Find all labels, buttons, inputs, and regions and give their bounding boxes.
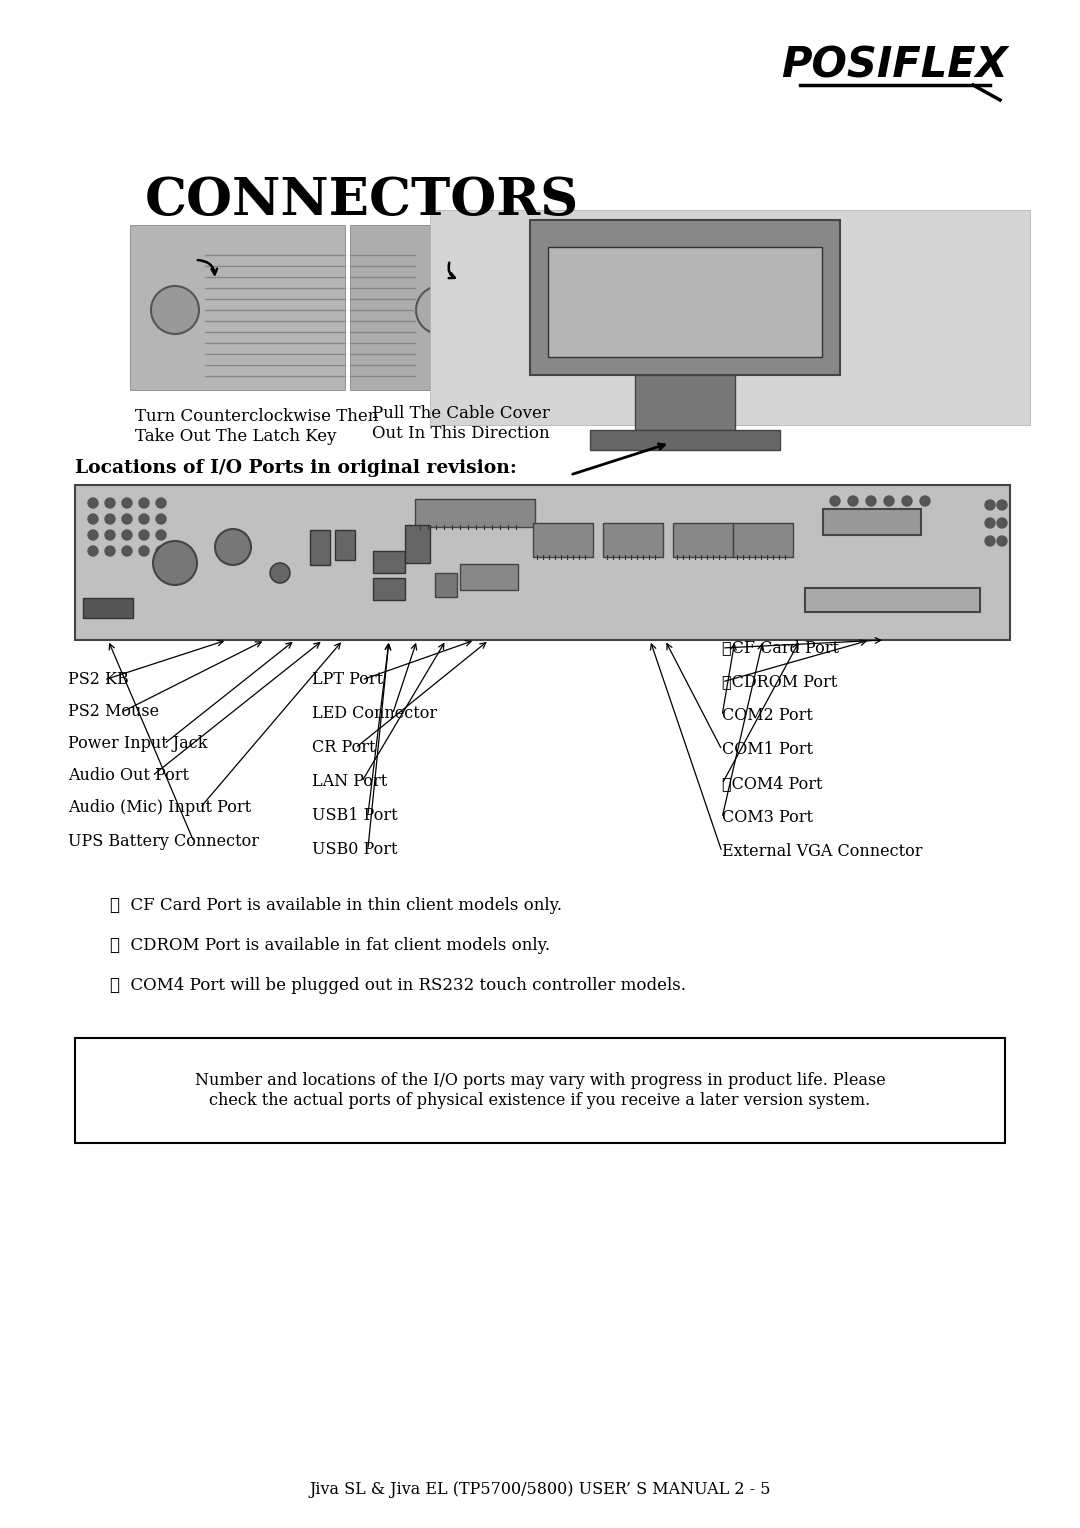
Circle shape <box>87 498 98 507</box>
Circle shape <box>139 545 149 556</box>
Text: LED Connector: LED Connector <box>312 706 437 723</box>
Text: USB0 Port: USB0 Port <box>312 842 397 859</box>
Circle shape <box>139 513 149 524</box>
Text: LPT Port: LPT Port <box>312 671 383 689</box>
Text: Jiva SL & Jiva EL (TP5700/5800) USER’ S MANUAL 2 - 5: Jiva SL & Jiva EL (TP5700/5800) USER’ S … <box>309 1482 771 1499</box>
Bar <box>733 523 793 558</box>
Circle shape <box>885 497 894 506</box>
Text: COM1 Port: COM1 Port <box>723 741 813 758</box>
Circle shape <box>122 545 132 556</box>
Text: Number and locations of the I/O ports may vary with progress in product life. Pl: Number and locations of the I/O ports ma… <box>194 1073 886 1109</box>
Text: CR Port: CR Port <box>312 740 376 756</box>
Text: CONNECTORS: CONNECTORS <box>145 174 579 226</box>
Circle shape <box>122 530 132 539</box>
Text: Power Input Jack: Power Input Jack <box>68 735 207 752</box>
Bar <box>590 429 780 451</box>
Circle shape <box>105 513 114 524</box>
Text: ★COM4 Port: ★COM4 Port <box>723 776 823 793</box>
Text: ★  COM4 Port will be plugged out in RS232 touch controller models.: ★ COM4 Port will be plugged out in RS232… <box>110 976 686 993</box>
Bar <box>130 225 345 390</box>
Text: Pull The Cable Cover
Out In This Direction: Pull The Cable Cover Out In This Directi… <box>372 405 550 442</box>
Bar <box>635 374 735 429</box>
Bar <box>548 248 822 358</box>
Circle shape <box>902 497 912 506</box>
Text: USB1 Port: USB1 Port <box>312 807 397 825</box>
Circle shape <box>985 500 995 510</box>
Bar <box>310 530 330 565</box>
Bar <box>530 220 840 374</box>
Text: ★CDROM Port: ★CDROM Port <box>723 674 837 691</box>
Circle shape <box>997 536 1007 545</box>
Circle shape <box>848 497 858 506</box>
Text: Locations of I/O Ports in original revision:: Locations of I/O Ports in original revis… <box>75 458 517 477</box>
Bar <box>435 573 457 597</box>
Text: ★CF Card Port: ★CF Card Port <box>723 640 839 657</box>
Bar <box>335 530 355 559</box>
Text: LAN Port: LAN Port <box>312 773 388 790</box>
Bar <box>405 526 430 562</box>
Bar <box>75 484 1010 640</box>
Text: UPS Battery Connector: UPS Battery Connector <box>68 833 259 851</box>
Circle shape <box>997 500 1007 510</box>
Bar <box>430 209 1030 425</box>
Circle shape <box>215 529 251 565</box>
Circle shape <box>87 513 98 524</box>
Circle shape <box>139 498 149 507</box>
Bar <box>823 509 921 535</box>
Bar <box>415 500 535 527</box>
Circle shape <box>156 513 166 524</box>
Circle shape <box>122 498 132 507</box>
Circle shape <box>87 545 98 556</box>
Circle shape <box>156 545 166 556</box>
Bar <box>673 523 733 558</box>
Text: External VGA Connector: External VGA Connector <box>723 843 922 860</box>
Circle shape <box>831 497 840 506</box>
Text: Audio Out Port: Audio Out Port <box>68 767 189 784</box>
Bar <box>373 578 405 601</box>
Circle shape <box>122 513 132 524</box>
Circle shape <box>985 536 995 545</box>
Bar <box>83 597 133 617</box>
Bar <box>75 1038 1005 1143</box>
Circle shape <box>105 530 114 539</box>
Circle shape <box>139 530 149 539</box>
Bar <box>534 523 593 558</box>
Text: COM3 Port: COM3 Port <box>723 810 813 827</box>
Text: Turn Counterclockwise Then
Take Out The Latch Key: Turn Counterclockwise Then Take Out The … <box>135 408 378 445</box>
Text: COM2 Port: COM2 Port <box>723 707 813 724</box>
Text: ★  CDROM Port is available in fat client models only.: ★ CDROM Port is available in fat client … <box>110 937 550 953</box>
Circle shape <box>270 562 291 584</box>
Text: Audio (Mic) Input Port: Audio (Mic) Input Port <box>68 799 252 816</box>
Circle shape <box>997 518 1007 529</box>
Circle shape <box>156 498 166 507</box>
Circle shape <box>866 497 876 506</box>
Bar <box>350 225 515 390</box>
Circle shape <box>151 286 199 335</box>
Text: ★  CF Card Port is available in thin client models only.: ★ CF Card Port is available in thin clie… <box>110 897 562 914</box>
Circle shape <box>985 518 995 529</box>
Circle shape <box>920 497 930 506</box>
Circle shape <box>105 545 114 556</box>
Text: PS2 KB: PS2 KB <box>68 671 129 689</box>
Text: POSIFLEX: POSIFLEX <box>782 44 1009 86</box>
Bar <box>805 588 980 613</box>
Circle shape <box>153 541 197 585</box>
Bar <box>603 523 663 558</box>
Bar <box>373 552 405 573</box>
Text: PS2 Mouse: PS2 Mouse <box>68 703 159 721</box>
Circle shape <box>105 498 114 507</box>
Circle shape <box>156 530 166 539</box>
Circle shape <box>87 530 98 539</box>
Circle shape <box>416 286 464 335</box>
Bar <box>460 564 518 590</box>
